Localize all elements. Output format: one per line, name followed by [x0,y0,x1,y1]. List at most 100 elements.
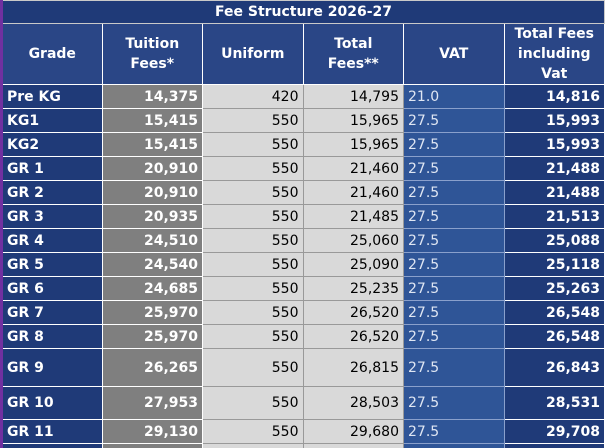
table-cell: 550 [202,419,304,444]
column-header: VAT [403,23,505,85]
table-cell: 20,910 [101,156,203,181]
table-cell: 550 [202,108,304,133]
table-cell: 28,531 [503,386,605,420]
table-row: Pre KG 14,375 420 14,795 21.0 14,816 [1,84,605,109]
table-cell: 550 [202,252,304,277]
table-cell: 30,913 [503,443,605,448]
table-row: KG1 15,415 550 15,965 27.5 15,993 [1,108,605,133]
table-cell: GR 9 [1,348,103,387]
table-cell: 25,263 [503,276,605,301]
table-cell: 27.5 [403,252,505,277]
table-cell: 15,965 [302,132,404,157]
table-row: GR 11 29,130 550 29,680 27.5 29,708 [1,419,605,444]
table-row: GR 6 24,685 550 25,235 27.5 25,263 [1,276,605,301]
table-cell: GR 6 [1,276,103,301]
table-cell: 29,708 [503,419,605,444]
table-cell: 15,993 [503,108,605,133]
table-cell: 27.5 [403,204,505,229]
table-cell: 550 [202,156,304,181]
table-cell: 27.5 [403,276,505,301]
table-cell: 26,548 [503,300,605,325]
table-cell: 24,685 [101,276,203,301]
table-cell: 25,235 [302,276,404,301]
table-cell: 20,910 [101,180,203,205]
table-cell: 25,090 [302,252,404,277]
table-row: GR 4 24,510 550 25,060 27.5 25,088 [1,228,605,253]
table-cell: 26,548 [503,324,605,349]
table-row: GR 3 20,935 550 21,485 27.5 21,513 [1,204,605,229]
table-cell: 21,488 [503,180,605,205]
table-cell: GR 4 [1,228,103,253]
table-cell: 27.5 [403,419,505,444]
table-cell: KG2 [1,132,103,157]
table-row: GR 9 26,265 550 26,815 27.5 26,843 [1,348,605,387]
table-cell: 21,488 [503,156,605,181]
table-cell: 14,375 [101,84,203,109]
column-header: Total Fees including Vat [503,23,605,85]
table-cell: 14,795 [302,84,404,109]
column-header: Uniform [202,23,304,85]
table-cell: 550 [202,204,304,229]
table-cell: 30,885 [302,443,404,448]
column-header: Tuition Fees* [101,23,203,85]
table-cell: 14,816 [503,84,605,109]
table-cell: 21.0 [403,84,505,109]
table-cell: 30,335 [101,443,203,448]
table-row: GR 5 24,540 550 25,090 27.5 25,118 [1,252,605,277]
table-cell: 550 [202,180,304,205]
table-cell: 550 [202,276,304,301]
table-cell: 21,485 [302,204,404,229]
table-cell: 25,060 [302,228,404,253]
table-cell: 15,415 [101,108,203,133]
table-row: GR 8 25,970 550 26,520 27.5 26,548 [1,324,605,349]
table-cell: 28,503 [302,386,404,420]
table-cell: 550 [202,348,304,387]
table-body: Pre KG 14,375 420 14,795 21.0 14,816 KG1 15,415… [1,84,605,448]
table-cell: 27.5 [403,386,505,420]
table-cell: 24,510 [101,228,203,253]
table-cell: 550 [202,300,304,325]
table-cell: 24,540 [101,252,203,277]
table-row: GR 2 20,910 550 21,460 27.5 21,488 [1,180,605,205]
table-cell: 15,993 [503,132,605,157]
table-row: GR 7 25,970 550 26,520 27.5 26,548 [1,300,605,325]
table-cell: 550 [202,386,304,420]
table-cell: Pre KG [1,84,103,109]
table-row: GR 1 20,910 550 21,460 27.5 21,488 [1,156,605,181]
table-cell: 26,520 [302,300,404,325]
table-cell: 26,520 [302,324,404,349]
table-cell: GR 8 [1,324,103,349]
table-cell: 15,965 [302,108,404,133]
table-cell: 27.5 [403,443,505,448]
table-cell: 26,265 [101,348,203,387]
table-cell: GR 5 [1,252,103,277]
table-cell: 420 [202,84,304,109]
table-cell: 25,970 [101,324,203,349]
table-cell: 27.5 [403,132,505,157]
table-cell: 27,953 [101,386,203,420]
table-row: GR 1230,33555030,88527.530,913 [1,443,605,448]
table-cell: 550 [202,443,304,448]
column-header: Total Fees** [302,23,404,85]
table-cell: 21,460 [302,156,404,181]
table-cell: GR 12 [1,443,103,448]
table-cell: 26,843 [503,348,605,387]
table-cell: GR 2 [1,180,103,205]
table-cell: 27.5 [403,180,505,205]
table-cell: 27.5 [403,300,505,325]
table-cell: 21,460 [302,180,404,205]
table-title: Fee Structure 2026-27 [1,0,605,24]
table-row: GR 10 27,953 550 28,503 27.5 28,531 [1,386,605,420]
table-cell: 29,130 [101,419,203,444]
table-cell: 25,088 [503,228,605,253]
table-cell: 27.5 [403,228,505,253]
table-cell: GR 1 [1,156,103,181]
header-row: Grade Tuition Fees* Uniform Total Fees** VAT… [1,23,605,85]
table-cell: 550 [202,228,304,253]
table-cell: GR 11 [1,419,103,444]
table-cell: 25,118 [503,252,605,277]
table-row: KG2 15,415 550 15,965 27.5 15,993 [1,132,605,157]
table-cell: KG1 [1,108,103,133]
